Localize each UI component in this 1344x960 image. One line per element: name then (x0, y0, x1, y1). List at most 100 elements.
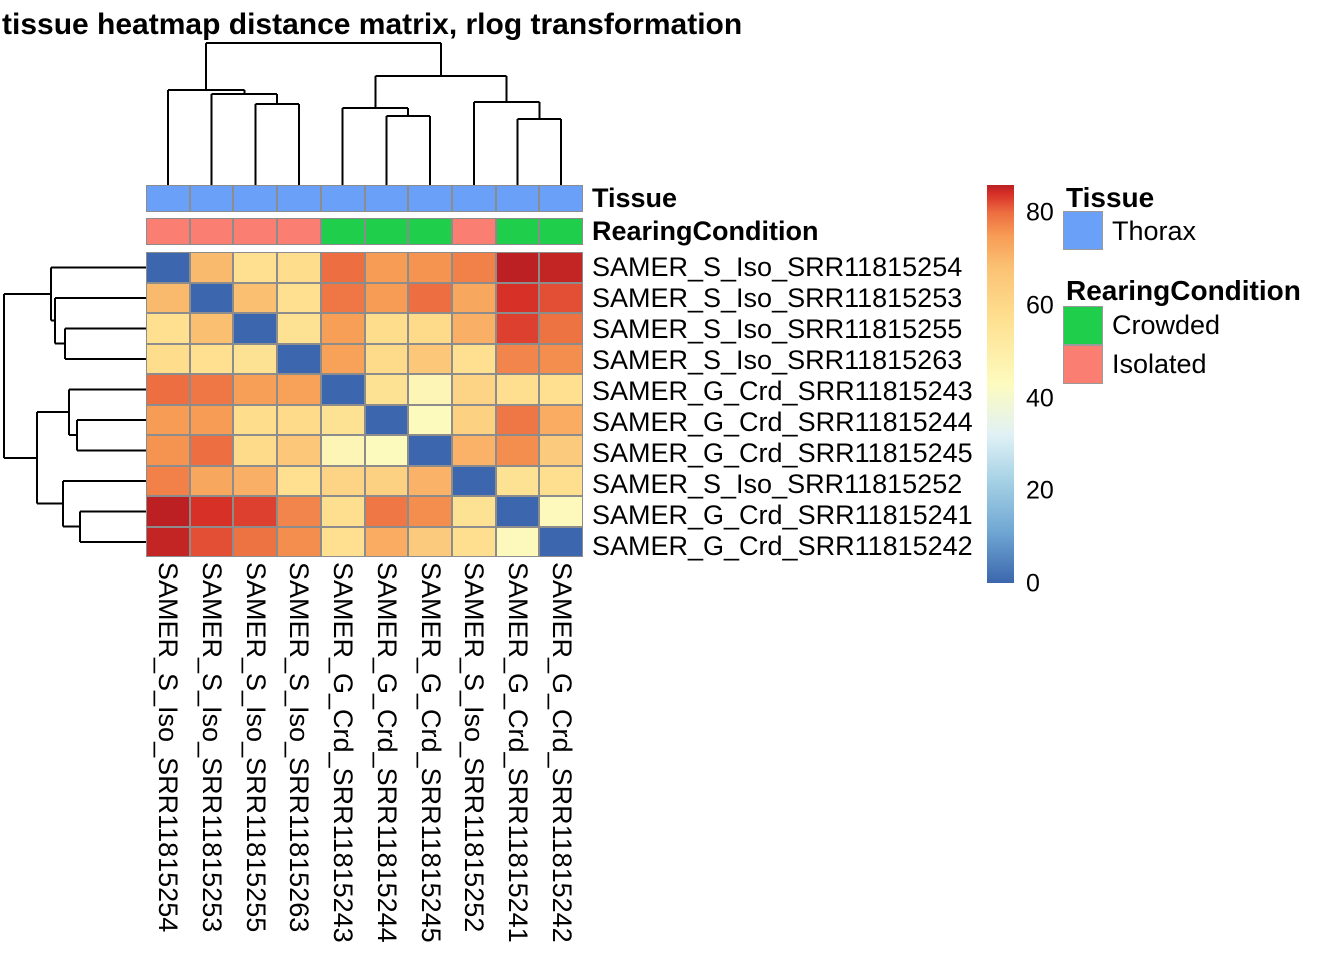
row-label: SAMER_G_Crd_SRR11815242 (592, 531, 973, 561)
tissue-annotation-cell (451, 185, 496, 212)
heatmap-cell (364, 526, 409, 557)
column-label: SAMER_S_Iso_SRR11815263 (284, 562, 315, 933)
heatmap-cell (320, 313, 365, 344)
color-scale-tick-label: 20 (1026, 476, 1054, 505)
heatmap-cell (277, 404, 321, 435)
heatmap-cell (451, 343, 496, 374)
heatmap-cell (495, 374, 540, 405)
heatmap-cell (233, 465, 278, 496)
heatmap-cell (233, 313, 278, 344)
row-dendrogram (3, 266, 146, 543)
heatmap-cell (495, 435, 540, 466)
rearing-annotation-cell (277, 218, 321, 245)
heatmap-cell (146, 404, 190, 435)
heatmap-cell (277, 313, 321, 344)
rearing-annotation-label: RearingCondition (592, 216, 819, 246)
heatmap-cell (451, 526, 496, 557)
heatmap-cell (364, 496, 409, 527)
tissue-annotation-bar (146, 185, 583, 212)
tissue-annotation-cell (495, 185, 540, 212)
heatmap-cell (233, 435, 278, 466)
heatmap-cell (408, 252, 452, 283)
row-label: SAMER_S_Iso_SRR11815254 (592, 252, 963, 282)
heatmap-cell (146, 343, 190, 374)
heatmap-cell (408, 313, 452, 344)
heatmap-cell (539, 313, 583, 344)
heatmap-cell (189, 252, 234, 283)
heatmap-cell (539, 282, 583, 313)
heatmap-cell (233, 282, 278, 313)
color-scale-bar (987, 185, 1014, 583)
heatmap-cell (408, 496, 452, 527)
heatmap-cell (146, 374, 190, 405)
row-label: SAMER_S_Iso_SRR11815252 (592, 469, 963, 499)
tissue-annotation-cell (539, 185, 583, 212)
heatmap-cell (495, 496, 540, 527)
tissue-annotation-cell (146, 185, 190, 212)
heatmap-cell (539, 404, 583, 435)
heatmap-cell (320, 404, 365, 435)
heatmap-matrix (146, 252, 583, 557)
column-label: SAMER_S_Iso_SRR11815254 (153, 562, 184, 933)
heatmap-cell (364, 313, 409, 344)
tissue-annotation-cell (189, 185, 234, 212)
legend-isolated-swatch (1063, 345, 1103, 384)
heatmap-cell (320, 252, 365, 283)
heatmap-cell (495, 252, 540, 283)
heatmap-cell (233, 343, 278, 374)
tissue-annotation-cell (320, 185, 365, 212)
heatmap-cell (539, 526, 583, 557)
heatmap-cell (189, 313, 234, 344)
heatmap-cell (277, 343, 321, 374)
heatmap-cell (451, 404, 496, 435)
heatmap-cell (189, 374, 234, 405)
rearing-annotation-cell (146, 218, 190, 245)
heatmap-cell (539, 252, 583, 283)
column-label: SAMER_S_Iso_SRR11815253 (197, 562, 228, 933)
color-scale-tick-label: 40 (1026, 384, 1054, 412)
heatmap-cell (146, 526, 190, 557)
heatmap-cell (364, 374, 409, 405)
heatmap-cell (364, 465, 409, 496)
row-label: SAMER_G_Crd_SRR11815243 (592, 376, 973, 406)
heatmap-cell (320, 282, 365, 313)
heatmap-cell (408, 526, 452, 557)
heatmap-cell (451, 374, 496, 405)
heatmap-cell (277, 374, 321, 405)
heatmap-cell (495, 404, 540, 435)
legend-crowded-swatch (1063, 306, 1103, 345)
heatmap-cell (364, 252, 409, 283)
heatmap-cell (233, 374, 278, 405)
column-label: SAMER_G_Crd_SRR11815242 (546, 562, 577, 943)
heatmap-cell (408, 343, 452, 374)
heatmap-cell (189, 435, 234, 466)
row-label: SAMER_S_Iso_SRR11815255 (592, 314, 963, 344)
heatmap-cell (451, 465, 496, 496)
heatmap-cell (320, 343, 365, 374)
rearing-annotation-bar (146, 218, 583, 245)
tissue-annotation-cell (277, 185, 321, 212)
legend-tissue-title: Tissue (1066, 182, 1155, 213)
heatmap-cell (189, 526, 234, 557)
column-dendrogram (166, 42, 563, 185)
heatmap-cell (189, 343, 234, 374)
heatmap-cell (320, 526, 365, 557)
heatmap-cell (146, 496, 190, 527)
heatmap-cell (495, 343, 540, 374)
heatmap-cell (495, 465, 540, 496)
heatmap-cell (364, 343, 409, 374)
heatmap-cell (277, 252, 321, 283)
tissue-annotation-cell (364, 185, 409, 212)
legend-rearing-title: RearingCondition (1066, 275, 1301, 306)
heatmap-cell (408, 282, 452, 313)
heatmap-cell (451, 252, 496, 283)
heatmap-cell (364, 404, 409, 435)
heatmap-cell (146, 435, 190, 466)
heatmap-cell (451, 496, 496, 527)
heatmap-cell (189, 496, 234, 527)
heatmap-cell (451, 435, 496, 466)
row-label: SAMER_G_Crd_SRR11815245 (592, 438, 973, 468)
legend-thorax-label: Thorax (1112, 216, 1197, 246)
column-label: SAMER_S_Iso_SRR11815252 (459, 562, 490, 933)
